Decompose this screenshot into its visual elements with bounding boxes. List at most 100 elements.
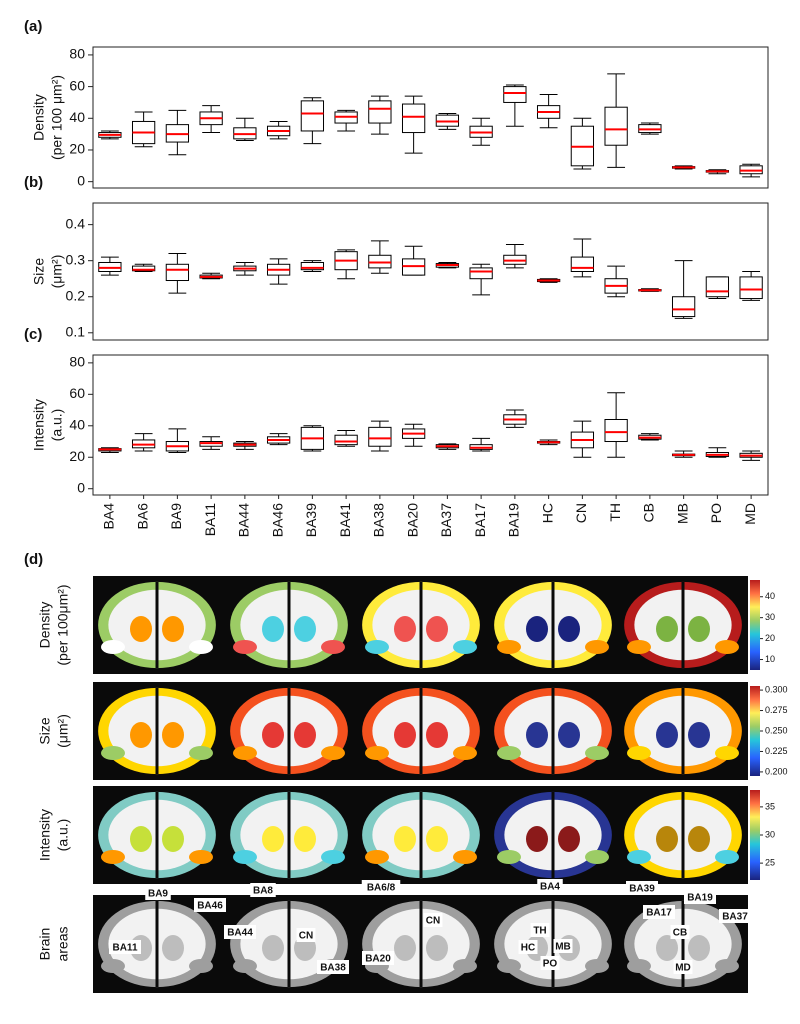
brain-region xyxy=(656,616,678,642)
x-tick-label: MD xyxy=(742,503,758,525)
box xyxy=(368,426,392,447)
area-label-box xyxy=(518,940,538,954)
area-label-box xyxy=(194,898,226,912)
brain-region xyxy=(585,850,609,864)
area-tag: BA20 xyxy=(362,951,394,965)
colorbar-tick-label: 30 xyxy=(765,612,775,622)
brain-region xyxy=(426,935,448,961)
brain-region xyxy=(162,826,184,852)
brain-region xyxy=(162,722,184,748)
brain-region xyxy=(101,746,125,760)
colorbar-tick-label: 0.200 xyxy=(765,766,788,776)
area-label-box xyxy=(684,890,716,904)
y-tick-label: 40 xyxy=(69,416,85,432)
brain-region xyxy=(394,826,416,852)
area-label: CN xyxy=(299,931,313,942)
area-label-box xyxy=(423,913,443,927)
x-tick-label: BA46 xyxy=(269,503,285,537)
area-label: MD xyxy=(675,963,691,974)
brain-region xyxy=(262,935,284,961)
colorbar-tick-label: 20 xyxy=(765,633,775,643)
y-tick-label: 40 xyxy=(69,109,85,125)
y-tick-label: 80 xyxy=(69,46,85,62)
area-tag: TH xyxy=(530,923,550,937)
area-tag: BA11 xyxy=(109,940,141,954)
y-tick-label: 60 xyxy=(69,385,85,401)
x-tick-label: MB xyxy=(674,503,690,524)
plot-frame xyxy=(92,202,769,341)
x-tick-label: BA37 xyxy=(438,503,454,537)
brain-region xyxy=(558,616,580,642)
brain-region xyxy=(294,722,316,748)
x-tick-label: TH xyxy=(607,503,623,522)
area-label: BA38 xyxy=(320,963,346,974)
brain-region xyxy=(585,959,609,973)
area-label: HC xyxy=(521,943,535,954)
box xyxy=(165,263,190,282)
area-label: BA9 xyxy=(148,889,168,900)
y-axis-label: (per 100 μm²) xyxy=(49,75,65,160)
panel-label: (d) xyxy=(24,551,43,568)
brain-region xyxy=(497,640,521,654)
brain-region xyxy=(101,850,125,864)
panel-label: (a) xyxy=(24,18,42,35)
box xyxy=(705,276,730,298)
x-tick-label: BA6 xyxy=(134,503,150,530)
area-label: MB xyxy=(555,942,571,953)
brain-region xyxy=(526,826,548,852)
x-tick-label: CN xyxy=(573,503,589,523)
colorbar-tick-label: 0.300 xyxy=(765,684,788,694)
box xyxy=(131,265,156,272)
brain-region xyxy=(365,746,389,760)
box xyxy=(503,86,527,103)
brain-region xyxy=(365,640,389,654)
area-label-box xyxy=(719,909,751,923)
y-axis-label: Density xyxy=(31,94,47,141)
brain-region xyxy=(715,746,739,760)
colorbar-tick-label: 35 xyxy=(765,801,775,811)
area-tag: BA6/8 xyxy=(361,880,401,894)
x-tick-label: BA44 xyxy=(236,503,252,537)
brain-region xyxy=(627,850,651,864)
area-label-box xyxy=(109,940,141,954)
brain-region xyxy=(426,722,448,748)
row-label: (μm²) xyxy=(55,714,71,748)
brain-region xyxy=(453,850,477,864)
colorbar-tick-label: 0.275 xyxy=(765,705,788,715)
y-tick-label: 60 xyxy=(69,77,85,93)
brain-region xyxy=(627,640,651,654)
area-label-box xyxy=(643,905,675,919)
area-label: BA19 xyxy=(687,893,713,904)
plot-frame xyxy=(92,46,769,189)
brain-region xyxy=(526,722,548,748)
brain-region xyxy=(585,640,609,654)
brain-region xyxy=(688,826,710,852)
box xyxy=(334,434,358,446)
y-axis-label: (a.u.) xyxy=(49,409,65,442)
row-label: Size xyxy=(37,717,53,744)
y-tick-label: 0.1 xyxy=(66,323,86,339)
brain-region xyxy=(233,850,257,864)
brain-region xyxy=(715,850,739,864)
box xyxy=(469,267,493,280)
y-tick-label: 0 xyxy=(77,479,85,495)
colorbar-tick-label: 0.225 xyxy=(765,746,788,756)
brain-region xyxy=(262,826,284,852)
brain-region xyxy=(627,746,651,760)
colorbar-tick-label: 0.250 xyxy=(765,725,788,735)
area-tag: BA44 xyxy=(224,925,256,939)
x-tick-label: PO xyxy=(708,503,724,523)
brain-region xyxy=(189,746,213,760)
x-tick-label: HC xyxy=(539,503,555,523)
brain-region xyxy=(394,616,416,642)
row-label: (a.u.) xyxy=(55,819,71,852)
colorbar-tick-label: 25 xyxy=(765,858,775,868)
y-tick-label: 0.3 xyxy=(66,251,86,267)
x-tick-label: BA41 xyxy=(337,503,353,537)
brain-region xyxy=(162,616,184,642)
y-tick-label: 0 xyxy=(77,172,85,188)
y-tick-label: 20 xyxy=(69,141,85,157)
area-label-box xyxy=(670,925,690,939)
brain-region xyxy=(365,850,389,864)
